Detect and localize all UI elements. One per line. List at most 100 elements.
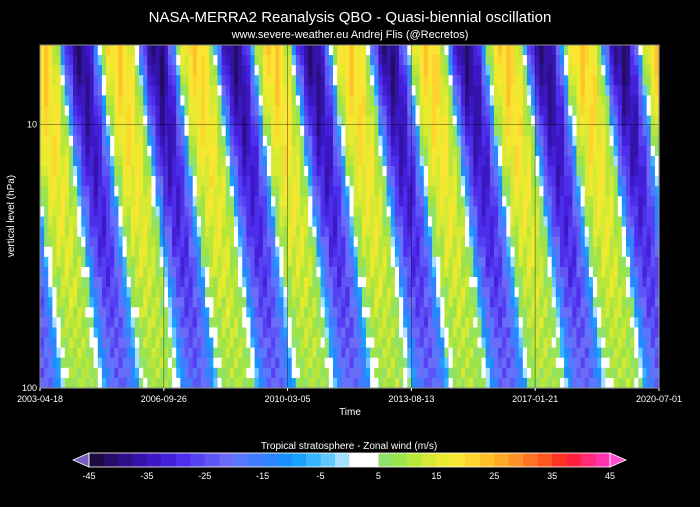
heatmap-cell xyxy=(423,206,429,218)
heatmap-cell xyxy=(271,226,276,238)
heatmap-cell xyxy=(452,155,458,167)
heatmap-cell xyxy=(163,135,169,147)
heatmap-cell xyxy=(221,65,227,76)
heatmap-cell xyxy=(526,297,532,308)
heatmap-cell xyxy=(613,45,619,56)
heatmap-cell xyxy=(526,105,532,117)
heatmap-cell xyxy=(452,45,458,56)
heatmap-cell xyxy=(601,135,606,147)
heatmap-cell xyxy=(592,256,598,268)
heatmap-cell xyxy=(539,75,545,86)
heatmap-cell xyxy=(85,55,91,66)
heatmap-cell xyxy=(328,347,334,359)
heatmap-cell xyxy=(114,287,120,298)
heatmap-cell xyxy=(568,347,573,359)
heatmap-cell xyxy=(324,277,330,288)
heatmap-cell xyxy=(275,55,280,66)
heatmap-cell xyxy=(341,297,346,308)
heatmap-cell xyxy=(432,266,437,278)
heatmap-cell xyxy=(295,135,301,147)
heatmap-cell xyxy=(233,367,239,379)
heatmap-cell xyxy=(551,206,557,218)
heatmap-cell xyxy=(40,55,45,66)
heatmap-cell xyxy=(134,95,140,107)
heatmap-cell xyxy=(415,75,421,86)
heatmap-cell xyxy=(246,196,252,208)
heatmap-cell xyxy=(246,75,252,86)
heatmap-cell xyxy=(518,176,524,187)
heatmap-cell xyxy=(366,125,371,137)
heatmap-cell xyxy=(394,236,400,248)
heatmap-cell xyxy=(172,115,177,127)
heatmap-cell xyxy=(440,196,446,208)
heatmap-cell xyxy=(85,166,91,177)
heatmap-cell xyxy=(192,45,198,56)
heatmap-cell xyxy=(547,196,553,208)
heatmap-cell xyxy=(539,186,545,197)
heatmap-cell xyxy=(250,357,256,369)
heatmap-cell xyxy=(518,367,524,379)
heatmap-cell xyxy=(394,347,400,359)
heatmap-cell xyxy=(609,206,615,218)
heatmap-cell xyxy=(299,65,305,76)
heatmap-cell xyxy=(101,145,107,157)
heatmap-cell xyxy=(271,256,276,268)
heatmap-cell xyxy=(473,266,479,278)
heatmap-cell xyxy=(506,246,512,258)
heatmap-cell xyxy=(539,45,545,56)
heatmap-cell xyxy=(514,216,520,228)
heatmap-cell xyxy=(101,85,107,97)
heatmap-cell xyxy=(44,226,49,238)
heatmap-cell xyxy=(324,226,330,238)
heatmap-cell xyxy=(213,297,219,308)
heatmap-cell xyxy=(357,166,363,177)
heatmap-cell xyxy=(514,186,520,197)
heatmap-cell xyxy=(584,317,590,329)
heatmap-cell xyxy=(580,297,586,308)
heatmap-cell xyxy=(64,115,70,127)
heatmap-cell xyxy=(304,327,309,339)
heatmap-cell xyxy=(460,105,466,117)
heatmap-cell xyxy=(308,206,313,218)
heatmap-cell xyxy=(630,317,635,329)
heatmap-cell xyxy=(101,357,107,369)
heatmap-cell xyxy=(407,65,412,76)
heatmap-cell xyxy=(93,297,99,308)
heatmap-cell xyxy=(572,317,578,329)
heatmap-cell xyxy=(601,105,606,117)
heatmap-cell xyxy=(564,145,569,157)
heatmap-cell xyxy=(460,236,466,248)
heatmap-cell xyxy=(250,176,256,187)
heatmap-cell xyxy=(353,357,359,369)
heatmap-cell xyxy=(378,105,384,117)
heatmap-cell xyxy=(481,145,487,157)
heatmap-cell xyxy=(184,196,190,208)
heatmap-cell xyxy=(642,337,648,349)
heatmap-cell xyxy=(56,145,62,157)
heatmap-cell xyxy=(572,307,578,318)
heatmap-cell xyxy=(427,357,433,369)
heatmap-cell xyxy=(134,277,140,288)
heatmap-cell xyxy=(613,196,619,208)
heatmap-cell xyxy=(407,337,412,349)
heatmap-cell xyxy=(275,75,280,86)
heatmap-cell xyxy=(221,85,227,97)
heatmap-cell xyxy=(81,135,86,147)
heatmap-cell xyxy=(473,317,479,329)
heatmap-cell xyxy=(543,307,549,318)
heatmap-cell xyxy=(551,105,557,117)
heatmap-cell xyxy=(275,327,280,339)
heatmap-cell xyxy=(456,186,462,197)
heatmap-cell xyxy=(122,246,128,258)
heatmap-cell xyxy=(122,166,128,177)
heatmap-cell xyxy=(547,95,553,107)
heatmap-cell xyxy=(481,115,487,127)
heatmap-cell xyxy=(163,266,169,278)
heatmap-cell xyxy=(225,206,231,218)
heatmap-cell xyxy=(543,297,549,308)
heatmap-cell xyxy=(332,55,338,66)
heatmap-cell xyxy=(419,256,425,268)
heatmap-cell xyxy=(535,105,540,117)
heatmap-cell xyxy=(531,186,536,197)
heatmap-cell xyxy=(498,55,503,66)
